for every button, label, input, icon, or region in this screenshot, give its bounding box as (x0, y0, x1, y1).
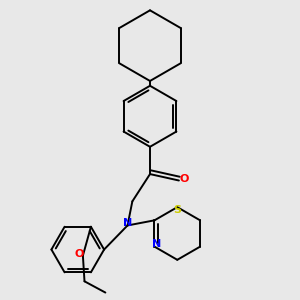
Text: N: N (152, 239, 162, 249)
Text: O: O (75, 249, 84, 259)
Text: N: N (123, 218, 132, 228)
Text: S: S (173, 206, 181, 215)
Text: O: O (180, 174, 189, 184)
